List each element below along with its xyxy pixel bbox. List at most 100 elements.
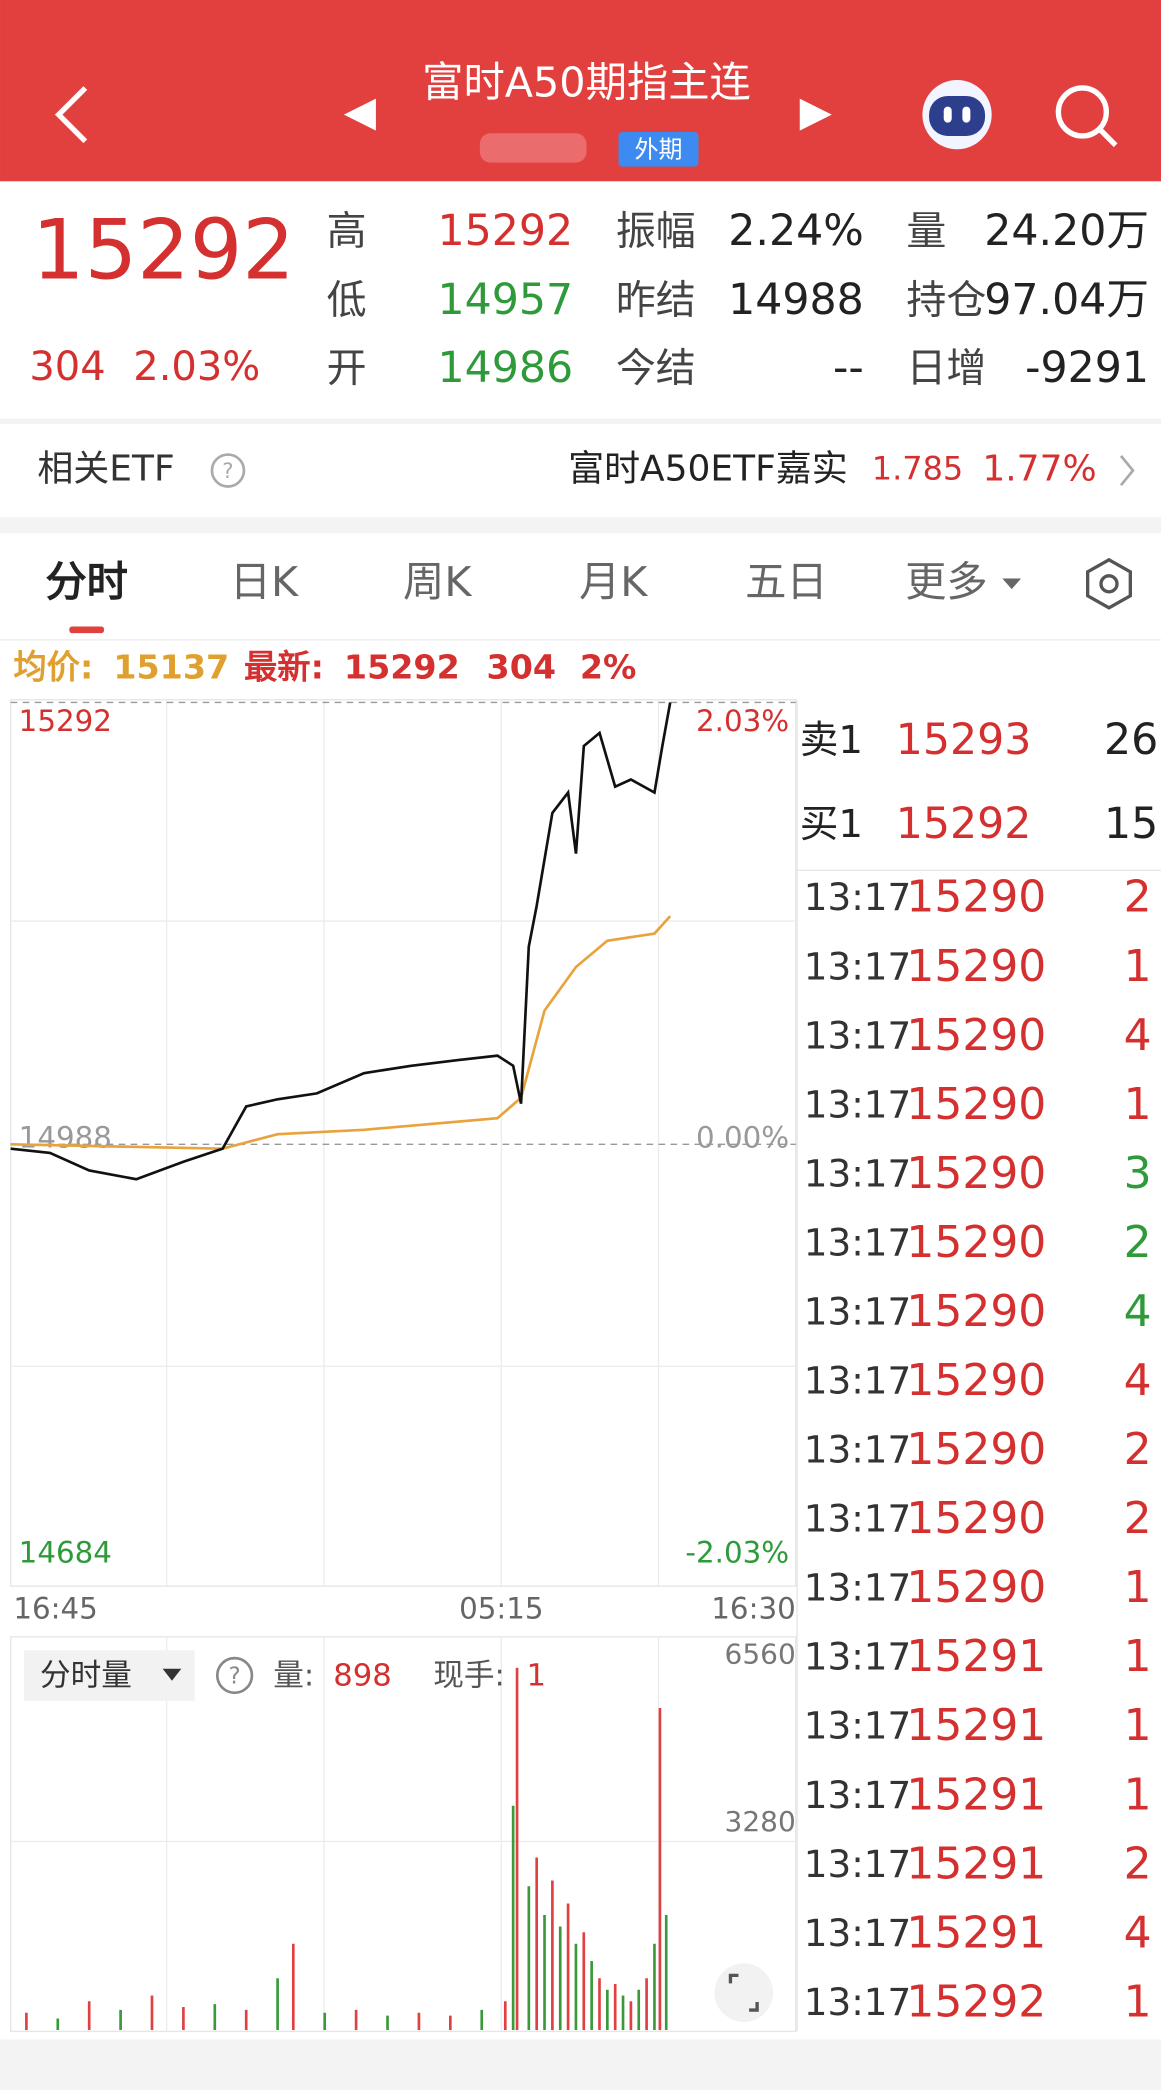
- prev-button[interactable]: [343, 98, 376, 131]
- y-tick-label: 6560: [725, 1637, 796, 1670]
- volume-bar: [150, 1995, 154, 2031]
- tab[interactable]: 五日: [745, 558, 828, 606]
- expand-icon: [728, 1973, 759, 2012]
- help-mark: ?: [222, 459, 233, 484]
- search-icon[interactable]: [1055, 85, 1118, 148]
- trade-qty: 1: [1124, 1769, 1152, 1820]
- robot-eye: [943, 106, 952, 123]
- change-pct: 2.03%: [133, 344, 260, 390]
- volume-bar: [543, 1915, 546, 2031]
- y-tick-label: 14684: [19, 1536, 112, 1570]
- selector-arrow: [162, 1668, 182, 1681]
- help-mark: ?: [229, 1663, 241, 1689]
- trade-price: 15291: [906, 1631, 1046, 1682]
- etf-name[interactable]: 富时A50ETF嘉实: [568, 449, 848, 490]
- trade-price: 15292: [906, 1976, 1046, 2027]
- stat-value: 2.24%: [728, 206, 863, 256]
- settings-icon[interactable]: [1086, 557, 1132, 610]
- volume-selector[interactable]: [24, 1650, 195, 1701]
- trade-time: 13:17: [804, 1566, 912, 1610]
- trade-price: 15290: [906, 1424, 1046, 1475]
- trade-qty: 4: [1124, 1907, 1152, 1958]
- latest-value: 15292: [344, 648, 460, 687]
- volume-bar: [417, 2012, 421, 2031]
- latest-label: 最新:: [244, 648, 324, 687]
- volume-bar: [582, 1932, 586, 2031]
- stat-value: 15292: [438, 206, 574, 256]
- robot-icon[interactable]: [922, 79, 992, 150]
- robot-face: [929, 95, 986, 136]
- y2-tick-label: 0.00%: [696, 1120, 789, 1154]
- trade-qty: 2: [1124, 1493, 1152, 1544]
- volume-bar: [527, 1886, 531, 2031]
- x-tick-label: 05:15: [459, 1592, 543, 1626]
- next-button[interactable]: [799, 98, 832, 131]
- trade-price: 15290: [906, 1286, 1046, 1337]
- avg-value: 15137: [113, 648, 229, 687]
- trade-price: 15291: [906, 1838, 1046, 1889]
- volume-bar: [386, 2015, 389, 2031]
- volume-bar: [653, 1943, 656, 2031]
- etf-pct: 1.77%: [982, 449, 1096, 490]
- y-tick-label: 3280: [725, 1805, 796, 1838]
- volume-bar: [629, 2001, 633, 2031]
- tab[interactable]: 更多: [905, 558, 988, 606]
- trade-price: 15291: [906, 1700, 1046, 1751]
- trade-time: 13:17: [804, 1497, 912, 1541]
- stat-value: 14986: [438, 343, 574, 393]
- volume-bar: [244, 2009, 248, 2031]
- trade-price: 15291: [906, 1769, 1046, 1820]
- price-chart: 14684 14988 15292 -2.03% 0.00% 2.03% 16:45 05:1…: [10, 699, 796, 2032]
- back-button[interactable]: [54, 86, 88, 144]
- volume-frame: [10, 1636, 797, 2033]
- trade-price: 15290: [906, 1148, 1046, 1199]
- trade-time: 13:17: [804, 1013, 912, 1057]
- volume-bar: [535, 1857, 539, 2031]
- y2-tick-label: -2.03%: [685, 1536, 789, 1570]
- chevron: [1119, 455, 1135, 487]
- tab-underline: [69, 626, 104, 634]
- volume-bar: [480, 2009, 484, 2031]
- series-line: [10, 702, 672, 1181]
- stat-value: --: [833, 343, 864, 393]
- volume-bar: [558, 1926, 562, 2031]
- volume-bar: [503, 2001, 507, 2031]
- qty-label: 量:: [273, 1658, 314, 1693]
- search-circle: [1055, 85, 1109, 139]
- stat-label: 持仓: [906, 278, 986, 324]
- trade-time: 13:17: [804, 1289, 912, 1333]
- last-price: 15292: [32, 202, 295, 298]
- trade-qty: 2: [1124, 872, 1152, 923]
- series-line: [10, 915, 672, 1151]
- tag-bg: [618, 131, 699, 167]
- volume-bar: [354, 2009, 358, 2031]
- expand-button[interactable]: [714, 1963, 774, 2023]
- tab[interactable]: 月K: [579, 558, 648, 606]
- volume-bar: [515, 1667, 519, 2031]
- latest-pct: 2%: [580, 648, 637, 687]
- trade-time: 13:17: [804, 1082, 912, 1126]
- trade-qty: 4: [1124, 1010, 1152, 1061]
- stat-label: 振幅: [616, 208, 696, 254]
- search-handle: [1097, 127, 1118, 148]
- tab[interactable]: 分时: [45, 558, 128, 606]
- tabs: 分时 日K 周K 月K 五日 更多: [45, 558, 987, 606]
- book-label: 卖1: [800, 718, 863, 763]
- trade-time: 13:17: [804, 1911, 912, 1955]
- help-icon[interactable]: [210, 453, 246, 488]
- trade-price: 15290: [906, 1355, 1046, 1406]
- x-tick-label: 16:45: [13, 1592, 97, 1626]
- volume-bar: [119, 2009, 122, 2031]
- trade-price: 15290: [906, 941, 1046, 992]
- price-frame: [10, 699, 797, 1587]
- trade-time: 13:17: [804, 1980, 912, 2024]
- vertical-grid: [10, 699, 796, 2032]
- stat-label: 开: [327, 346, 367, 392]
- help-icon[interactable]: [215, 1656, 254, 1695]
- hand-value: 1: [527, 1658, 547, 1693]
- stat-value: -9291: [1025, 343, 1149, 393]
- trade-qty: 1: [1124, 941, 1152, 992]
- tab[interactable]: 周K: [403, 558, 472, 606]
- tab[interactable]: 日K: [230, 558, 299, 606]
